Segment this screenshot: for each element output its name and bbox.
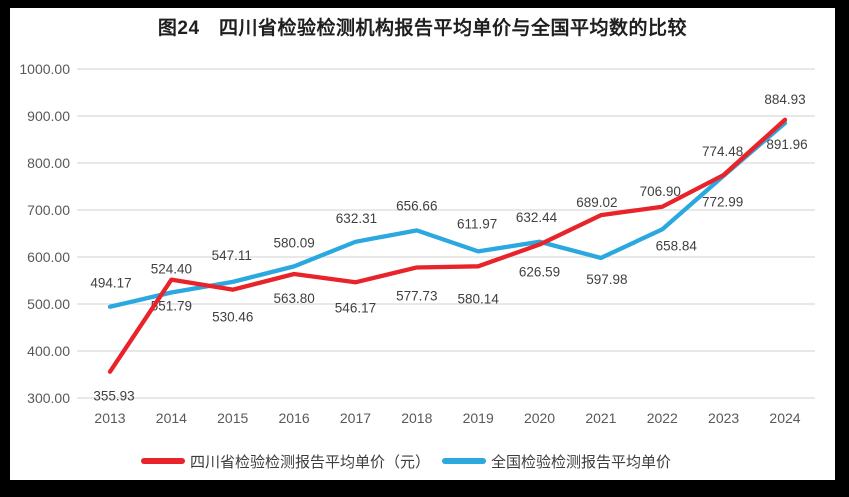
data-label-sichuan: 580.14	[458, 291, 500, 306]
x-axis-tick-label: 2016	[279, 410, 310, 426]
chart-title: 图24 四川省检验检测机构报告平均单价与全国平均数的比较	[157, 18, 688, 39]
x-axis-tick-label: 2022	[647, 410, 678, 426]
y-axis-tick-label: 700.00	[27, 202, 70, 218]
data-label-sichuan: 577.73	[396, 288, 437, 303]
data-label-national: 524.40	[151, 262, 192, 277]
data-label-national: 658.84	[656, 238, 698, 253]
y-axis-tick-label: 900.00	[27, 108, 70, 124]
x-axis-tick-label: 2023	[708, 410, 739, 426]
data-label-national: 611.97	[457, 216, 497, 231]
x-axis-tick-label: 2015	[217, 410, 248, 426]
data-label-sichuan: 551.79	[151, 299, 192, 314]
y-axis-tick-label: 300.00	[27, 390, 70, 406]
chart-panel	[10, 8, 835, 480]
data-label-national: 772.99	[702, 195, 743, 210]
data-label-national: 580.09	[273, 235, 314, 250]
data-labels-group: 355.93 551.79 530.46 563.80 546.17 577.73 580.…	[90, 92, 807, 404]
sichuan-line-swatch-icon	[141, 458, 185, 464]
x-axis-tick-label: 2018	[401, 410, 432, 426]
y-axis-tick-label: 400.00	[27, 343, 70, 359]
y-axis-tick-label: 500.00	[27, 296, 70, 312]
legend-item-sichuan: 四川省检验检测报告平均单价（元）	[141, 451, 430, 472]
gridlines-group	[77, 68, 815, 399]
y-axis-tick-label: 800.00	[27, 155, 70, 171]
data-label-sichuan: 706.90	[640, 184, 681, 199]
y-axis-tick-label: 600.00	[27, 249, 70, 265]
x-axis-labels-group: 2013 2014 2015 2016 2017 2018 2019 2020 2021 2022…	[94, 410, 800, 426]
x-axis-tick-label: 2014	[156, 410, 187, 426]
legend: 四川省检验检测报告平均单价（元） 全国检验检测报告平均单价	[141, 451, 671, 472]
y-axis-labels-group: 300.00 400.00 500.00 600.00 700.00 800.00 900.…	[19, 61, 70, 406]
data-label-sichuan: 891.96	[766, 137, 807, 152]
data-label-sichuan: 774.48	[702, 144, 743, 159]
x-axis-tick-label: 2017	[340, 410, 371, 426]
x-axis-tick-label: 2019	[463, 410, 494, 426]
data-label-national: 632.31	[336, 211, 377, 226]
x-axis-tick-label: 2013	[94, 410, 125, 426]
x-axis-tick-label: 2020	[524, 410, 555, 426]
data-label-national: 494.17	[90, 276, 131, 291]
x-axis-tick-label: 2021	[585, 410, 616, 426]
data-label-sichuan: 530.46	[212, 310, 253, 325]
series-line-national	[107, 120, 788, 309]
legend-item-national: 全国检验检测报告平均单价	[442, 451, 671, 472]
series-line-sichuan	[107, 117, 788, 374]
y-axis-tick-label: 1000.00	[19, 61, 70, 77]
data-label-national: 884.93	[764, 92, 805, 107]
data-label-national: 632.44	[516, 210, 558, 225]
data-label-national: 597.98	[586, 272, 627, 287]
data-label-national: 656.66	[396, 198, 437, 213]
data-label-sichuan: 546.17	[335, 300, 376, 315]
series-lines-group	[107, 117, 788, 374]
national-line-swatch-icon	[442, 458, 487, 464]
data-label-national: 547.11	[212, 248, 252, 263]
legend-label-sichuan: 四川省检验检测报告平均单价（元）	[190, 453, 431, 471]
legend-label-national: 全国检验检测报告平均单价	[491, 453, 672, 471]
data-label-sichuan: 355.93	[93, 389, 134, 404]
data-label-sichuan: 689.02	[576, 195, 617, 210]
data-label-sichuan: 563.80	[273, 291, 314, 306]
data-label-sichuan: 626.59	[519, 265, 560, 280]
x-axis-tick-label: 2024	[769, 410, 800, 426]
